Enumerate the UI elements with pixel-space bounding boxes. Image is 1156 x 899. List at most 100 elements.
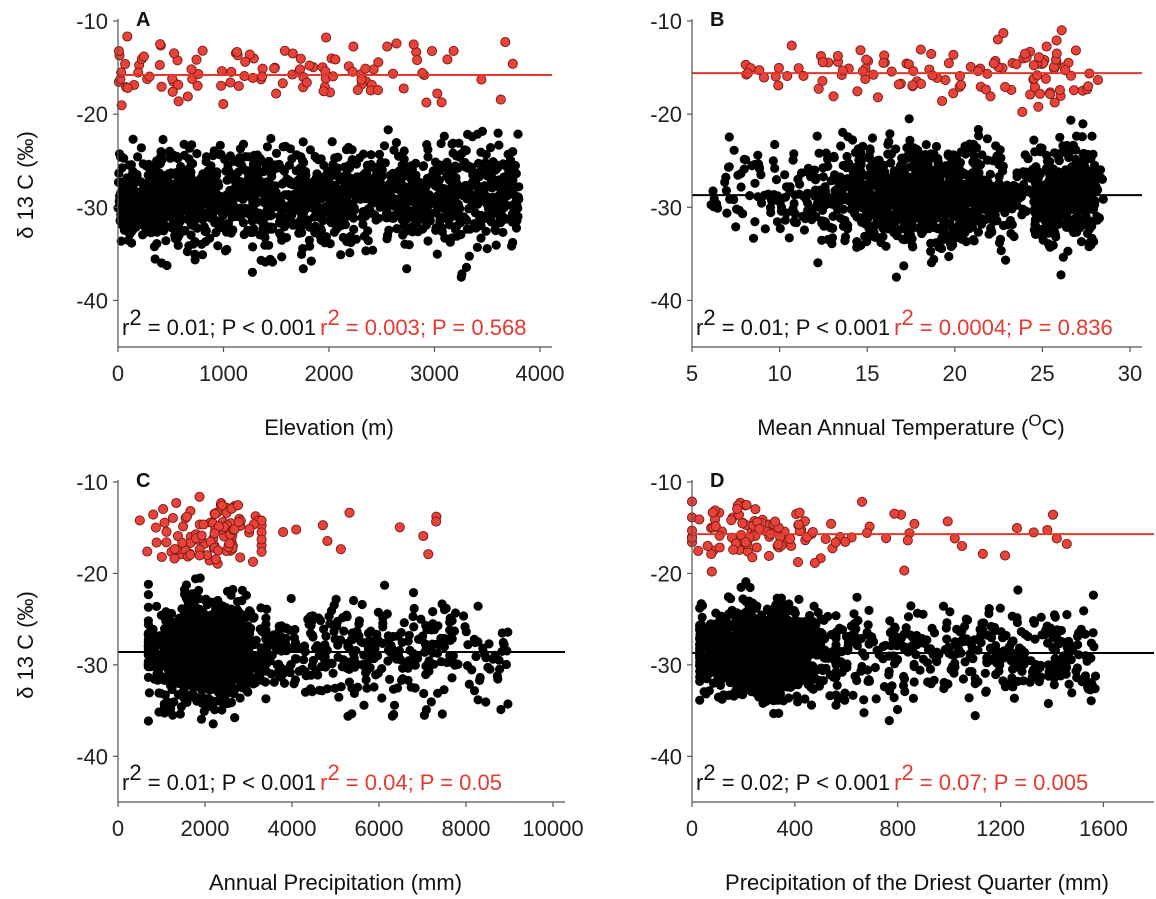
c4-point xyxy=(239,71,250,82)
c3-point xyxy=(1092,211,1102,221)
c4-point xyxy=(1020,48,1031,59)
c3-point xyxy=(975,160,986,170)
c3-point xyxy=(985,169,995,179)
c3-point xyxy=(376,157,386,167)
c3-point xyxy=(421,661,431,671)
y-tick-label: -30 xyxy=(76,195,108,220)
c3-point xyxy=(392,224,402,234)
c4-point xyxy=(391,38,402,49)
c3-point xyxy=(1087,131,1097,141)
c3-point xyxy=(305,241,315,251)
c4-point xyxy=(167,512,178,524)
c3-point xyxy=(388,684,399,694)
c3-point xyxy=(335,217,345,227)
c3-point xyxy=(513,211,523,222)
c3-point xyxy=(475,182,485,192)
c4-point xyxy=(1092,74,1104,85)
c3-point xyxy=(753,192,763,202)
c3-point xyxy=(909,172,919,182)
c3-point xyxy=(349,156,359,166)
x-tick-label: 2000 xyxy=(305,361,354,386)
c3-point xyxy=(1098,194,1108,204)
c3-point xyxy=(780,215,791,225)
c3-point xyxy=(1070,178,1080,188)
c3-point xyxy=(1032,184,1042,194)
c3-point xyxy=(838,221,849,231)
c3-point xyxy=(358,638,368,648)
c3-point xyxy=(770,163,780,173)
c3-point xyxy=(913,156,923,166)
c4-point xyxy=(878,57,889,68)
c3-point xyxy=(225,620,235,630)
c3-point xyxy=(379,141,390,151)
c3-point xyxy=(473,199,483,209)
c3-point xyxy=(836,141,846,151)
c3-point xyxy=(908,242,918,252)
c3-point xyxy=(266,169,276,179)
c3-point xyxy=(860,231,870,241)
c3-point xyxy=(899,223,909,234)
c4-point xyxy=(235,552,246,563)
c3-point xyxy=(326,199,336,209)
c3-point xyxy=(241,152,251,162)
c4-point xyxy=(224,538,235,549)
c3-point xyxy=(852,242,862,252)
c3-point xyxy=(328,668,338,678)
c3-point xyxy=(404,240,414,250)
x-tick-label: 1000 xyxy=(199,361,248,386)
c3-point xyxy=(865,146,875,156)
c4-point xyxy=(937,95,948,107)
c4-point xyxy=(171,497,182,509)
c3-point xyxy=(230,713,240,723)
c3-point xyxy=(447,673,457,683)
c4-point xyxy=(886,66,897,77)
c3-point xyxy=(345,179,355,189)
c3-point xyxy=(404,656,414,666)
c3-point xyxy=(502,646,512,656)
c3-point xyxy=(803,189,813,199)
c3-point xyxy=(143,716,153,726)
c3-point xyxy=(314,685,324,695)
c3-point xyxy=(733,170,743,180)
c3-point xyxy=(349,224,359,234)
c3-point xyxy=(132,169,142,180)
x-tick-label: 3000 xyxy=(410,361,459,386)
c3-point xyxy=(913,145,923,156)
c3-point xyxy=(385,170,395,180)
c3-point xyxy=(905,179,915,189)
c4-point xyxy=(186,64,197,75)
c3-point xyxy=(288,642,299,653)
c4-point xyxy=(151,537,162,548)
c4-point xyxy=(507,58,518,69)
c3-point xyxy=(180,608,190,618)
c3-point xyxy=(1024,185,1034,195)
c3-point xyxy=(823,234,833,245)
c3-point xyxy=(760,224,770,234)
c3-point xyxy=(188,214,198,224)
c3-point xyxy=(203,638,213,649)
c3-point xyxy=(391,138,401,148)
c3-point xyxy=(314,650,324,661)
c4-point xyxy=(1068,85,1080,96)
c3-point xyxy=(445,651,455,661)
c4-point xyxy=(408,39,419,50)
c3-point xyxy=(274,659,284,669)
c3-point xyxy=(329,600,339,610)
c3-point xyxy=(1012,172,1022,182)
x-tick-label: 4000 xyxy=(516,361,565,386)
c4-point xyxy=(194,491,205,502)
c3-point xyxy=(306,621,316,631)
c4-point xyxy=(167,86,178,97)
c3-point xyxy=(361,675,371,685)
c3-point xyxy=(353,682,363,692)
c3-point xyxy=(170,230,180,241)
c3-point xyxy=(290,675,300,685)
c3-point xyxy=(721,172,731,182)
c3-point xyxy=(1067,162,1077,172)
c3-point xyxy=(232,654,243,664)
c3-point xyxy=(473,601,483,611)
c3-point xyxy=(360,194,370,204)
c3-point xyxy=(861,194,871,204)
c3-point xyxy=(938,228,949,238)
c4-point xyxy=(169,553,180,564)
